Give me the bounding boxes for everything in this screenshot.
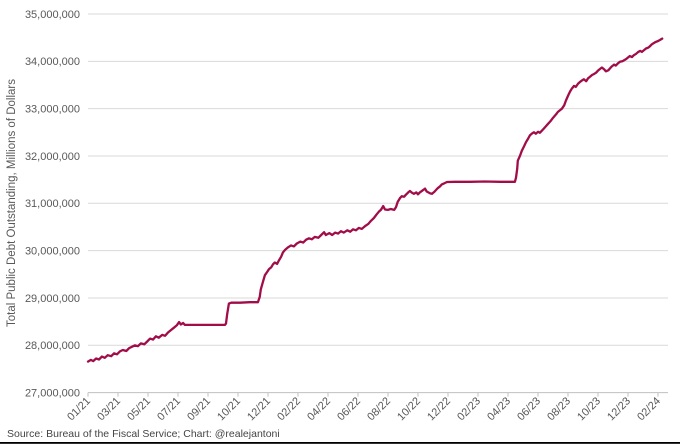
debt-line-series (86, 37, 664, 363)
y-tick-label: 29,000,000 (25, 293, 80, 305)
x-tick-label: 02/24 (635, 395, 663, 423)
x-tick-label: 08/23 (545, 395, 573, 423)
x-tick-label: 08/22 (365, 395, 393, 423)
x-tick-label: 05/21 (125, 395, 153, 423)
y-tick-label: 31,000,000 (25, 198, 80, 210)
x-tick-label: 06/23 (515, 395, 543, 423)
x-tick-label: 10/23 (575, 395, 603, 423)
x-axis-tick-labels: 01/21 03/21 05/21 07/21 09/21 10/21 12/21 02/22… (65, 395, 663, 423)
source-credit-text: Source: Bureau of the Fiscal Service; Ch… (7, 428, 280, 440)
gridlines (88, 13, 668, 394)
y-tick-label: 33,000,000 (25, 103, 80, 115)
x-tick-label: 12/22 (425, 395, 453, 423)
x-tick-label: 04/22 (305, 395, 333, 423)
x-tick-label: 02/23 (455, 395, 483, 423)
y-tick-label: 32,000,000 (25, 151, 80, 163)
y-axis-tick-labels: 35,000,000 34,000,000 33,000,000 32,000,000… (25, 9, 80, 400)
x-tick-label: 10/22 (395, 395, 423, 423)
x-tick-label: 02/22 (275, 395, 303, 423)
y-tick-label: 28,000,000 (25, 340, 80, 352)
y-tick-label: 30,000,000 (25, 245, 80, 257)
x-tick-label: 06/22 (335, 395, 363, 423)
x-tick-label: 04/23 (485, 395, 513, 423)
y-tick-label: 27,000,000 (25, 387, 80, 399)
x-tick-label: 12/21 (245, 395, 273, 423)
x-tick-label: 12/23 (605, 395, 633, 423)
x-tick-label: 03/21 (95, 395, 123, 423)
bottom-border-rule (0, 442, 680, 444)
x-tick-label: 09/21 (185, 395, 213, 423)
x-tick-label: 10/21 (215, 395, 243, 423)
x-tick-label: 01/21 (65, 395, 93, 423)
x-axis (87, 392, 659, 397)
y-tick-label: 34,000,000 (25, 56, 80, 68)
x-tick-label: 07/21 (155, 395, 183, 423)
y-axis-title: Total Public Debt Outstanding, Millions … (6, 79, 18, 327)
y-tick-label: 35,000,000 (25, 9, 80, 21)
